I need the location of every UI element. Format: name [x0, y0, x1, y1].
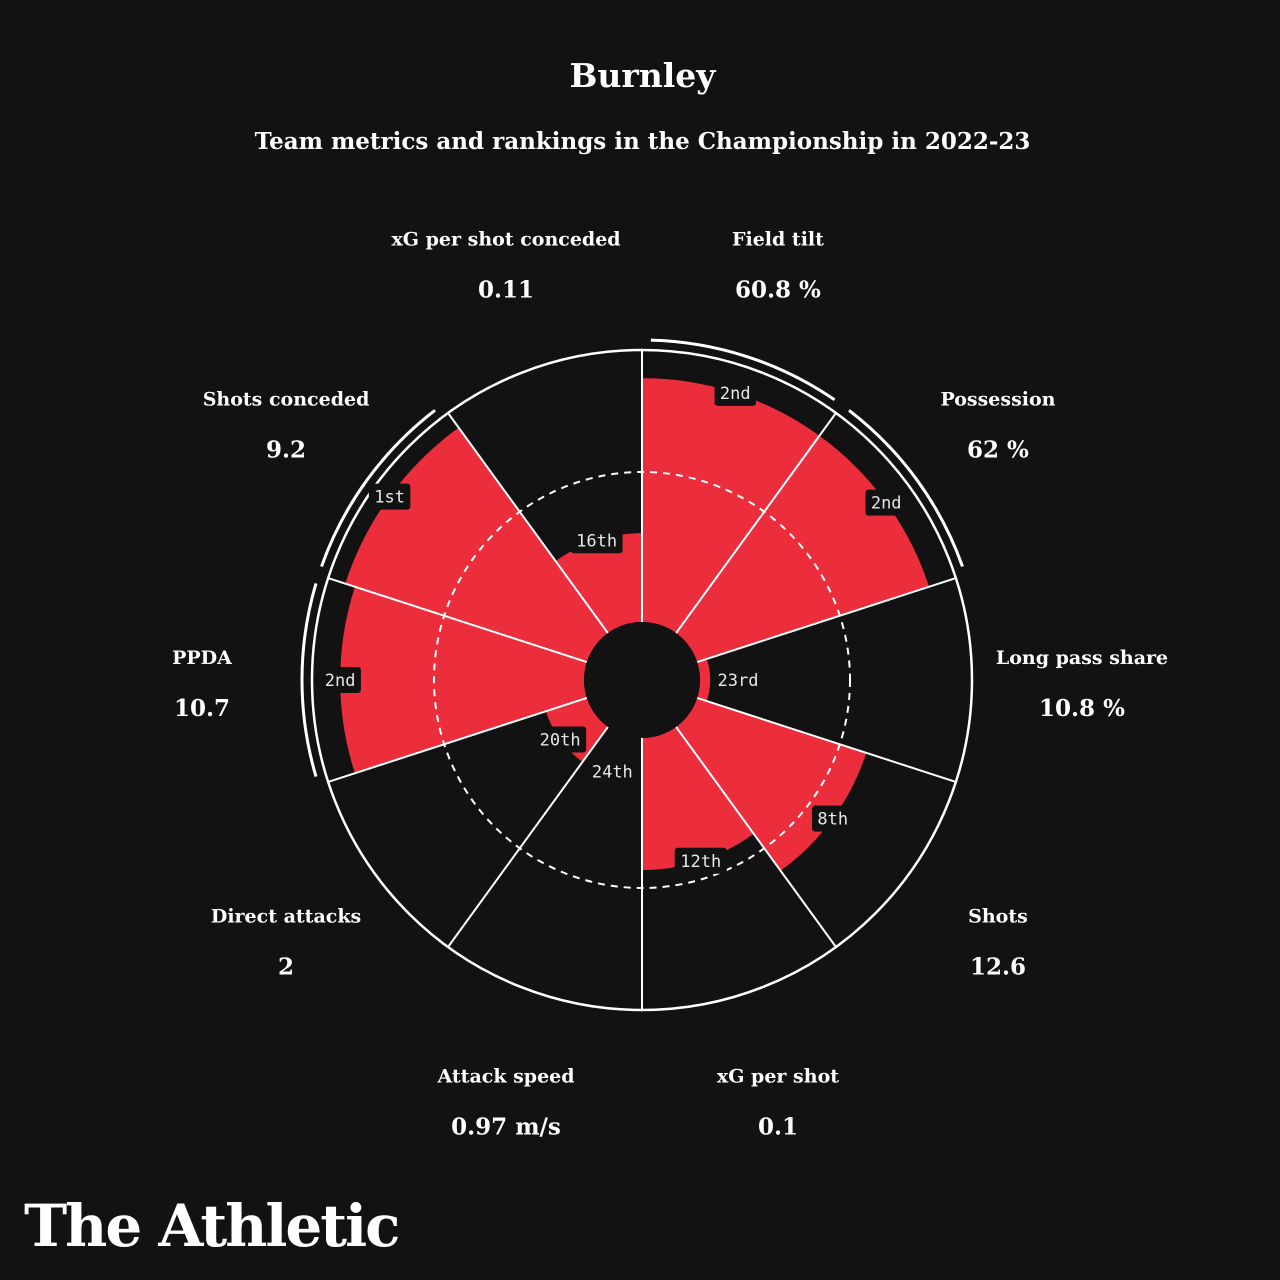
metric-name: Direct attacks — [211, 906, 361, 928]
metric-label-group: Attack speed 0.97 m/s — [436, 1065, 574, 1140]
top-rank-track — [320, 409, 436, 568]
rank-label-bg — [368, 483, 411, 510]
metric-value: 60.8 % — [735, 277, 821, 304]
metric-label-group: xG per shot 0.1 — [717, 1065, 839, 1140]
bar-field-tilt — [642, 378, 820, 634]
rank-label: 20th — [540, 730, 581, 750]
bar-xg-per-shot — [642, 726, 754, 871]
the-athletic-logo: The Athletic — [24, 1192, 400, 1260]
rank-label-bg — [534, 726, 587, 753]
rank-label-bg — [674, 847, 727, 874]
top-rank-track — [650, 338, 836, 402]
bar-long-pass-share — [697, 658, 711, 702]
metric-value: 0.97 m/s — [451, 1113, 561, 1140]
rank-label-bg — [714, 379, 757, 406]
rank-label-bg — [586, 758, 639, 785]
rank-label: 24th — [592, 762, 633, 782]
metric-value: 62 % — [967, 436, 1029, 463]
metric-label-group: Long pass share 10.8 % — [996, 647, 1168, 722]
metric-value: 12.6 — [970, 954, 1026, 981]
rank-label: 2nd — [720, 384, 751, 404]
metric-name: xG per shot conceded — [391, 229, 620, 251]
spoke-line — [675, 726, 837, 948]
metric-name: Shots conceded — [203, 388, 370, 410]
metric-name: Shots — [968, 906, 1028, 928]
metric-value: 0.1 — [758, 1113, 798, 1140]
rank-label: 2nd — [871, 494, 902, 514]
metric-label-group: Field tilt 60.8 % — [732, 229, 824, 304]
metric-name: Field tilt — [732, 229, 824, 251]
top-rank-track — [848, 409, 964, 568]
spoke-line — [327, 577, 588, 664]
metric-value: 9.2 — [266, 436, 306, 463]
metric-label-group: Shots 12.6 — [968, 906, 1028, 981]
metric-name: xG per shot — [717, 1065, 839, 1087]
rank-label: 1st — [374, 488, 405, 508]
metric-label-group: xG per shot conceded 0.11 — [391, 229, 620, 304]
rank-label-bg — [319, 667, 361, 693]
top-rank-track — [300, 583, 318, 777]
metric-label-group: Possession 62 % — [940, 388, 1055, 463]
rank-label: 2nd — [325, 671, 356, 691]
rank-label-bg — [812, 805, 854, 832]
rank-label: 8th — [817, 810, 848, 830]
rank-label-bg — [570, 527, 623, 554]
bar-xg-per-shot-conceded — [555, 533, 642, 634]
rank-label: 23rd — [718, 671, 759, 691]
metric-name: Possession — [940, 388, 1055, 410]
bar-ppda — [340, 586, 587, 774]
metric-label-group: Shots conceded 9.2 — [203, 388, 370, 463]
metric-name: Long pass share — [996, 647, 1168, 669]
metric-label-group: PPDA 10.7 — [172, 647, 232, 722]
metric-label-group: Direct attacks 2 — [211, 906, 361, 981]
rank-label-bg — [712, 667, 764, 693]
metric-value: 10.7 — [174, 695, 230, 722]
spoke-line — [327, 696, 588, 783]
spoke-line — [447, 412, 609, 634]
metric-name: Attack speed — [436, 1065, 574, 1087]
rank-label: 16th — [576, 531, 617, 551]
center-hub — [584, 622, 700, 738]
spoke-line — [696, 696, 957, 783]
spoke-line — [696, 577, 957, 664]
bar-shots-conceded — [345, 427, 608, 663]
rank-label: 12th — [680, 852, 721, 872]
rank-label-bg — [865, 489, 907, 516]
metric-value: 10.8 % — [1039, 695, 1125, 722]
metric-name: PPDA — [172, 647, 232, 669]
spoke-line — [675, 412, 837, 634]
chart-title: Burnley — [569, 56, 716, 95]
metric-value: 0.11 — [478, 277, 534, 304]
metric-value: 2 — [278, 954, 294, 981]
spoke-line — [447, 726, 609, 948]
chart-subtitle: Team metrics and rankings in the Champio… — [254, 128, 1031, 155]
